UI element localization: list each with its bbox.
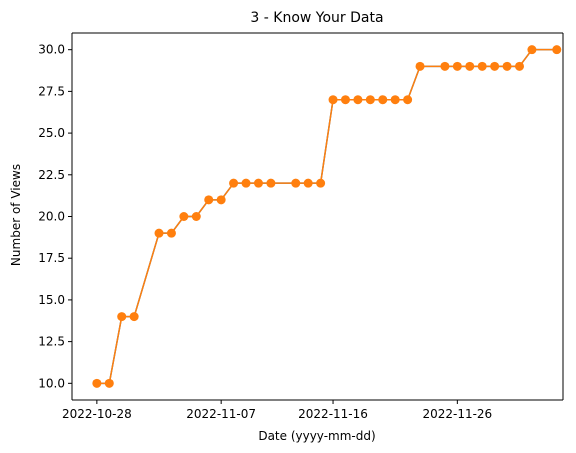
data-point bbox=[191, 212, 201, 221]
data-point bbox=[179, 212, 189, 221]
data-point bbox=[502, 61, 512, 71]
series-line bbox=[96, 48, 557, 385]
y-axis-ticks: 10.0 12.5 15.0 17.5 20.0 22.5 25.0 27.5 30.0 bbox=[38, 43, 72, 390]
data-point bbox=[316, 178, 326, 188]
y-tick-label: 12.5 bbox=[38, 335, 65, 349]
data-point bbox=[166, 228, 176, 238]
y-axis-label: Number of Views bbox=[9, 164, 23, 266]
plot-area bbox=[72, 33, 563, 400]
data-point bbox=[390, 95, 400, 105]
data-point bbox=[92, 378, 102, 388]
data-point bbox=[403, 95, 413, 105]
data-point bbox=[415, 61, 425, 71]
data-point bbox=[241, 178, 251, 188]
x-tick-label: 2022-11-16 bbox=[298, 407, 368, 421]
y-tick-label: 17.5 bbox=[38, 251, 65, 265]
data-point bbox=[216, 195, 226, 205]
data-point bbox=[552, 45, 562, 55]
plot-background bbox=[72, 33, 563, 400]
data-point bbox=[440, 61, 450, 71]
data-point bbox=[303, 178, 313, 188]
x-tick-label: 2022-11-26 bbox=[422, 407, 492, 421]
data-point bbox=[527, 45, 537, 55]
y-tick-label: 25.0 bbox=[38, 126, 65, 140]
x-tick-label: 2022-11-07 bbox=[186, 407, 256, 421]
data-point bbox=[253, 178, 263, 188]
y-tick-label: 22.5 bbox=[38, 168, 65, 182]
data-point bbox=[328, 95, 338, 105]
chart-title: 3 - Know Your Data bbox=[250, 10, 383, 26]
x-tick-label: 2022-10-28 bbox=[62, 407, 132, 421]
y-tick-label: 30.0 bbox=[38, 43, 65, 57]
data-point bbox=[365, 95, 375, 105]
data-point bbox=[490, 61, 500, 71]
data-point bbox=[353, 95, 363, 105]
data-point bbox=[104, 378, 114, 388]
y-tick-label: 15.0 bbox=[38, 293, 65, 307]
data-point bbox=[266, 178, 276, 188]
data-point bbox=[154, 228, 164, 238]
data-point bbox=[465, 61, 475, 71]
data-point bbox=[477, 61, 487, 71]
data-point bbox=[378, 95, 388, 105]
data-point bbox=[229, 178, 239, 188]
x-axis-label: Date (yyyy-mm-dd) bbox=[258, 429, 375, 443]
data-point bbox=[129, 312, 139, 322]
data-point bbox=[514, 61, 524, 71]
y-tick-label: 27.5 bbox=[38, 84, 65, 98]
series-layer bbox=[92, 45, 562, 388]
y-tick-label: 20.0 bbox=[38, 210, 65, 224]
data-point bbox=[340, 95, 350, 105]
data-point bbox=[204, 195, 214, 205]
data-point bbox=[291, 178, 301, 188]
x-axis-ticks: 2022-10-28 2022-11-07 2022-11-16 2022-11-26 bbox=[62, 400, 492, 421]
data-point bbox=[452, 61, 462, 71]
data-point bbox=[117, 312, 127, 322]
y-tick-label: 10.0 bbox=[38, 376, 65, 390]
